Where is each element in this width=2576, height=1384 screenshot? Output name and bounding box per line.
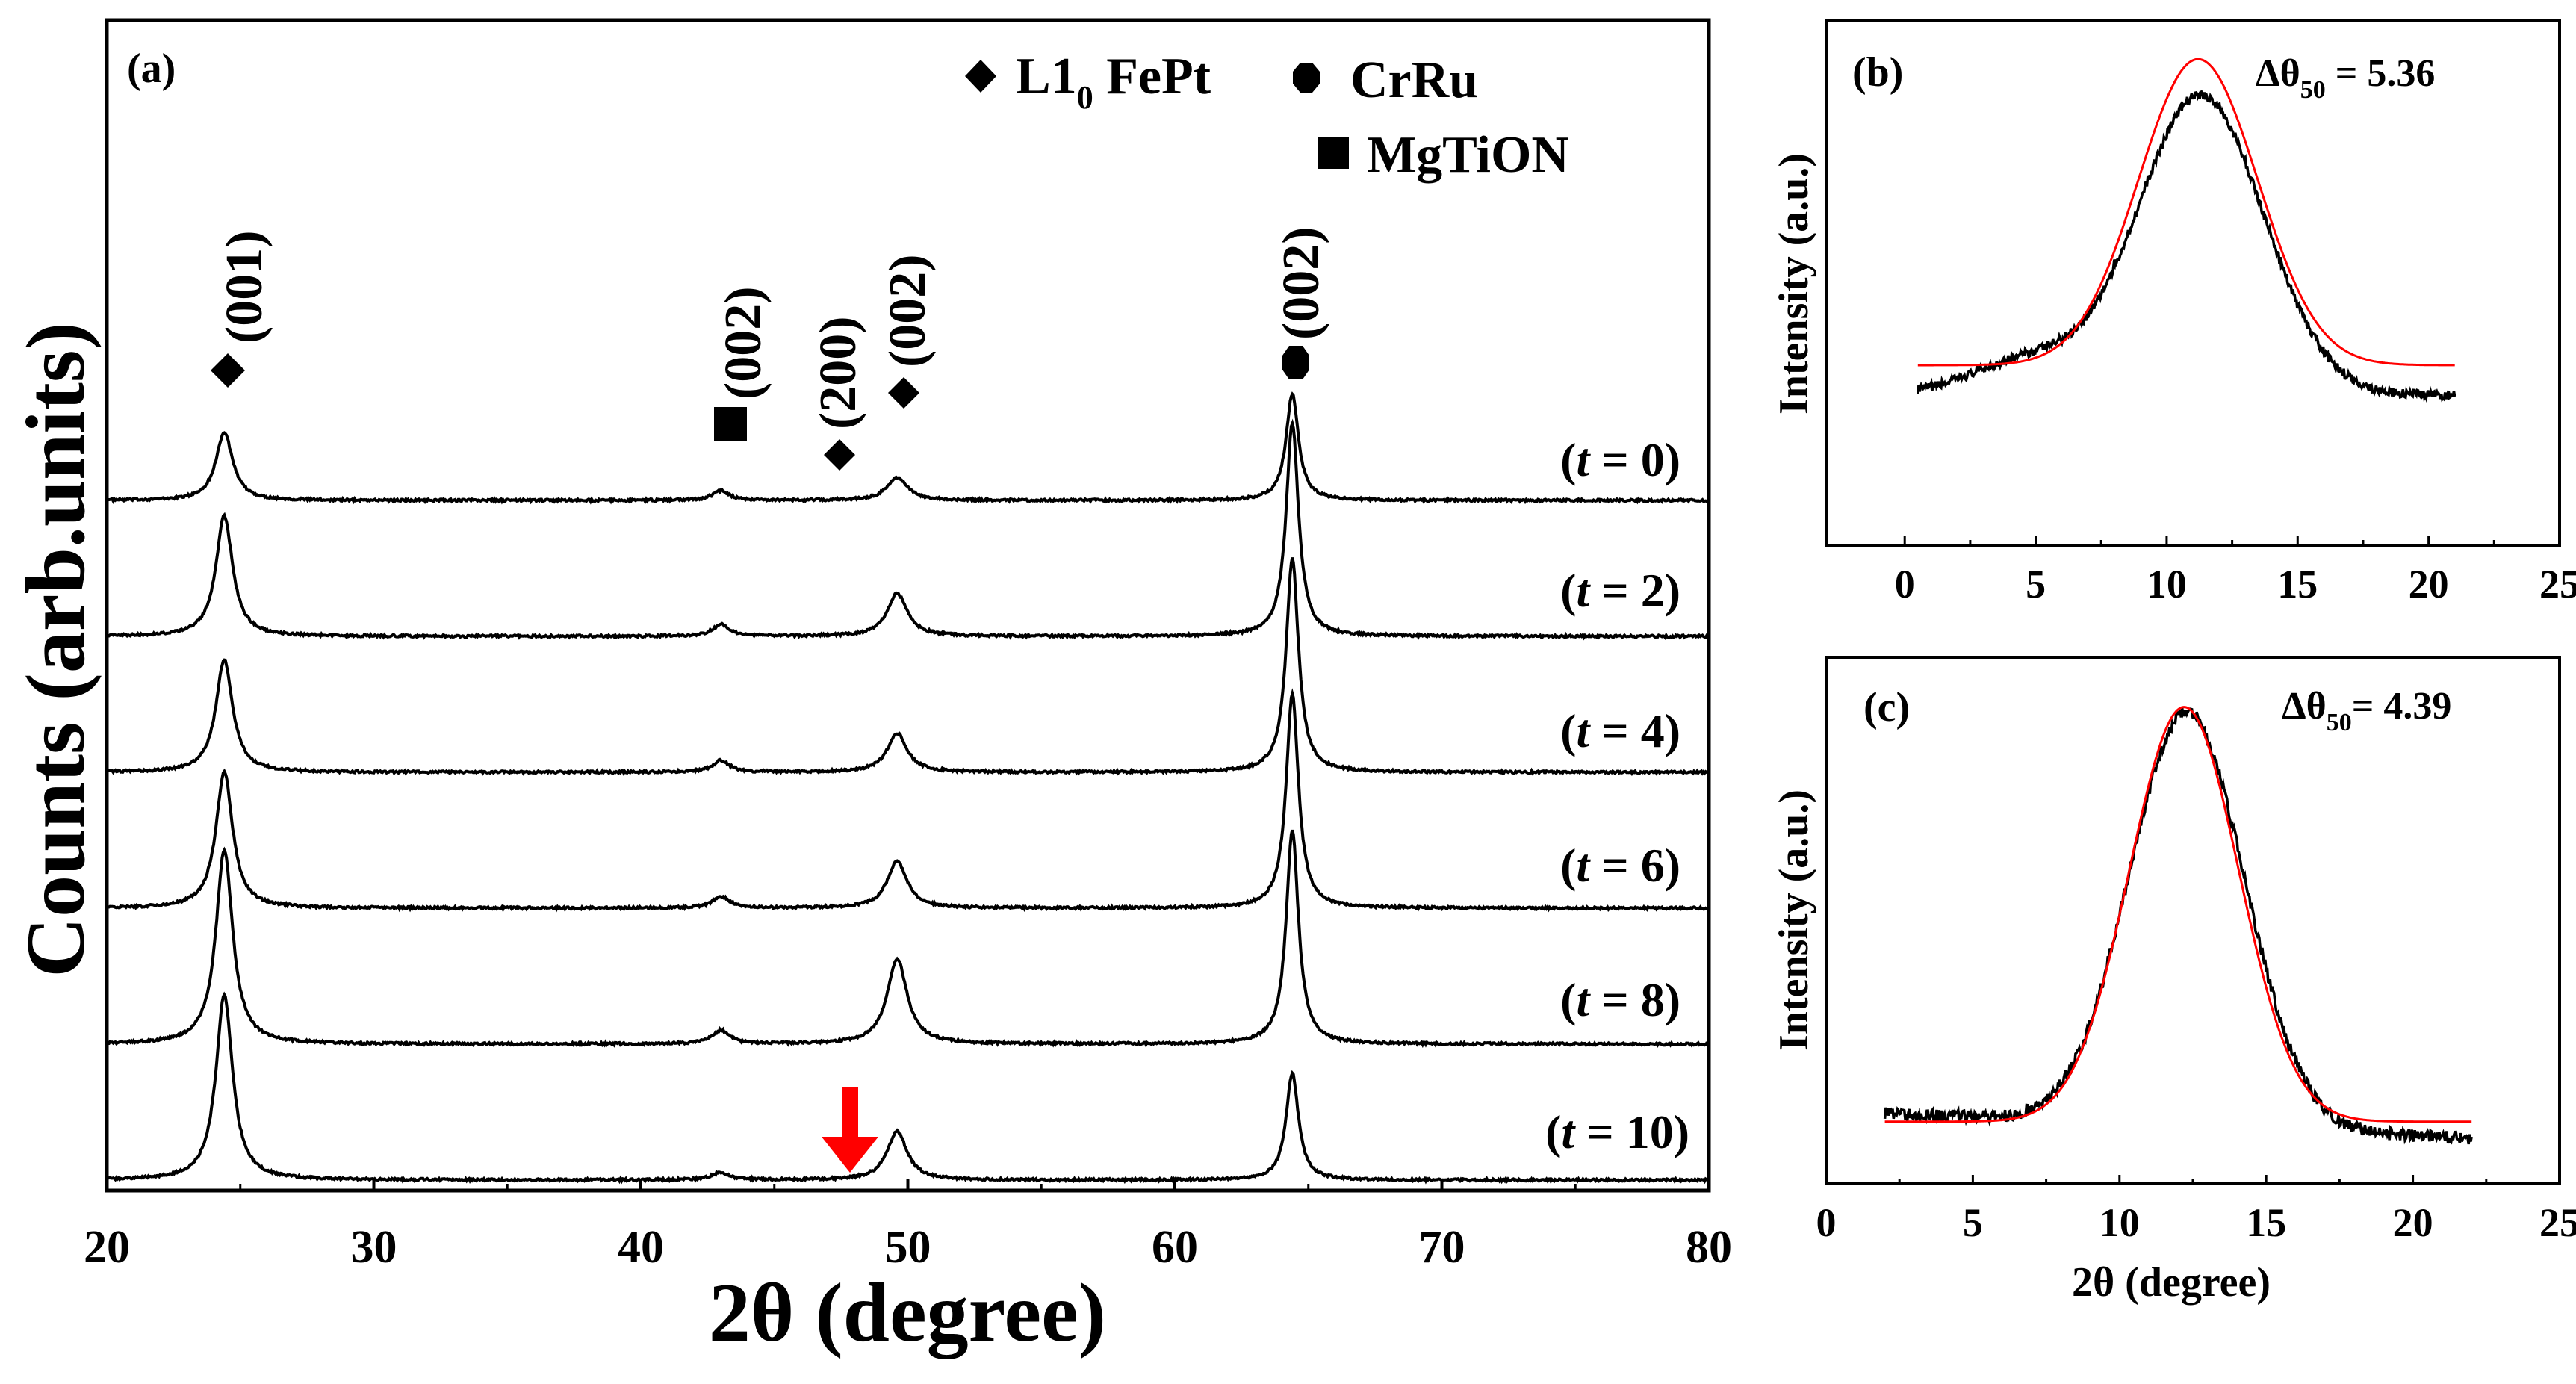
panel-b-x-ticks: 0 5 10 15 20 25 xyxy=(1895,536,2576,606)
xrd-series-2 xyxy=(106,418,1710,641)
panel-c-traces xyxy=(1883,706,2473,1145)
series-label-t6: (t = 6) xyxy=(1560,839,1680,892)
peak-marker-diamond-001 xyxy=(211,353,245,388)
legend-square-marker xyxy=(1318,137,1349,169)
xrd-series-4 xyxy=(105,557,1709,777)
panel-b: (b) Δθ50 = 5.36 0 5 10 15 20 25 Intensity (a.… xyxy=(1771,19,2576,606)
legend-circle-marker xyxy=(1293,63,1320,93)
x-tick-label: 5 xyxy=(2026,562,2046,606)
x-tick-label: 20 xyxy=(84,1222,130,1273)
peak-label-fept-002: (002) xyxy=(879,254,937,367)
x-tick-label: 20 xyxy=(2409,562,2449,606)
peak-label-fept-200: (200) xyxy=(810,316,867,429)
panel-c-frame xyxy=(1825,656,2561,1185)
panel-b-traces xyxy=(1917,58,2456,403)
legend-entry-mgtion: MgTiON xyxy=(1367,126,1569,184)
x-tick-label: 60 xyxy=(1152,1222,1198,1273)
peak-marker-circle-crru-002 xyxy=(1282,346,1309,379)
series-label-t4: (t = 4) xyxy=(1560,704,1680,757)
peak-marker-diamond-fept-002 xyxy=(888,377,919,409)
series-label-t8: (t = 8) xyxy=(1560,973,1680,1026)
legend-diamond-marker xyxy=(965,60,996,93)
panel-a-legend: L10 FePt CrRu MgTiON xyxy=(965,48,1569,184)
x-tick-label: 80 xyxy=(1686,1222,1732,1273)
x-tick-label: 70 xyxy=(1419,1222,1465,1273)
x-tick-label: 10 xyxy=(2099,1200,2140,1245)
series-labels: (t = 0) (t = 2) (t = 4) (t = 6) (t = 8) … xyxy=(1545,433,1689,1158)
x-tick-label: 25 xyxy=(2539,1200,2576,1245)
x-tick-label: 50 xyxy=(885,1222,931,1273)
panel-b-label: (b) xyxy=(1852,49,1903,96)
xrd-series-6 xyxy=(105,688,1708,913)
panel-b-frame xyxy=(1825,19,2561,547)
legend-entry-fept: L10 FePt xyxy=(1016,48,1211,116)
inset-fit-curve xyxy=(1884,706,2472,1123)
peak-marker-diamond-200 xyxy=(824,439,855,471)
red-arrow-annotation xyxy=(822,1087,878,1173)
panel-c-x-axis-label: 2θ (degree) xyxy=(2072,1259,2271,1306)
legend-entry-crru: CrRu xyxy=(1350,52,1478,109)
x-tick-label: 25 xyxy=(2539,562,2576,606)
xrd-series-0 xyxy=(105,391,1709,505)
panel-a-label: (a) xyxy=(127,46,176,92)
panel-c-label: (c) xyxy=(1863,684,1910,730)
peak-labels: (001) (002) (200) (002) (002) xyxy=(216,226,1330,429)
red-arrow-shaft xyxy=(842,1087,858,1143)
panel-a-traces xyxy=(105,391,1710,1185)
x-tick-label: 40 xyxy=(618,1222,664,1273)
panel-a-frame xyxy=(105,18,1711,1193)
x-tick-label: 30 xyxy=(351,1222,397,1273)
series-label-t0: (t = 0) xyxy=(1560,433,1680,486)
inset-fit-curve xyxy=(1917,58,2455,367)
panel-b-annotation: Δθ50 = 5.36 xyxy=(2256,52,2435,104)
panel-a-x-ticks: 20 30 40 50 60 70 80 xyxy=(84,1179,1732,1273)
peak-label-fept-001: (001) xyxy=(216,230,273,344)
panel-c-x-ticks: 0 5 10 15 20 25 xyxy=(1816,1175,2576,1245)
inset-measured-curve xyxy=(1883,707,2473,1145)
panel-a-y-axis-label: Counts (arb.units) xyxy=(10,322,102,978)
peak-markers xyxy=(211,346,1309,471)
red-arrow-head xyxy=(822,1137,878,1173)
x-tick-label: 20 xyxy=(2393,1200,2433,1245)
panel-a: (a) L10 FePt CrRu MgTiON (001) (002) (20… xyxy=(10,18,1732,1359)
panel-b-y-axis-label: Intensity (a.u.) xyxy=(1771,153,1817,415)
x-tick-label: 0 xyxy=(1895,562,1915,606)
peak-label-crru-002: (002) xyxy=(1273,226,1330,340)
peak-marker-square-mgtion-002 xyxy=(714,407,747,441)
x-tick-label: 15 xyxy=(2277,562,2318,606)
x-tick-label: 10 xyxy=(2147,562,2187,606)
panel-a-x-axis-label: 2θ (degree) xyxy=(709,1267,1106,1359)
x-tick-label: 15 xyxy=(2246,1200,2286,1245)
panel-c-annotation: Δθ50= 4.39 xyxy=(2282,685,2451,736)
series-label-t2: (t = 2) xyxy=(1560,564,1680,617)
series-label-t10: (t = 10) xyxy=(1545,1105,1689,1158)
panel-c: (c) Δθ50= 4.39 0 5 10 15 20 25 2θ (degree) In… xyxy=(1771,656,2576,1306)
xrd-series-10 xyxy=(105,991,1708,1185)
peak-label-mgtion-002: (002) xyxy=(715,286,772,400)
x-tick-label: 5 xyxy=(1963,1200,1983,1245)
panel-c-y-axis-label: Intensity (a.u.) xyxy=(1771,789,1817,1051)
inset-measured-curve xyxy=(1917,90,2456,403)
x-tick-label: 0 xyxy=(1816,1200,1837,1245)
xrd-series-8 xyxy=(106,829,1708,1049)
